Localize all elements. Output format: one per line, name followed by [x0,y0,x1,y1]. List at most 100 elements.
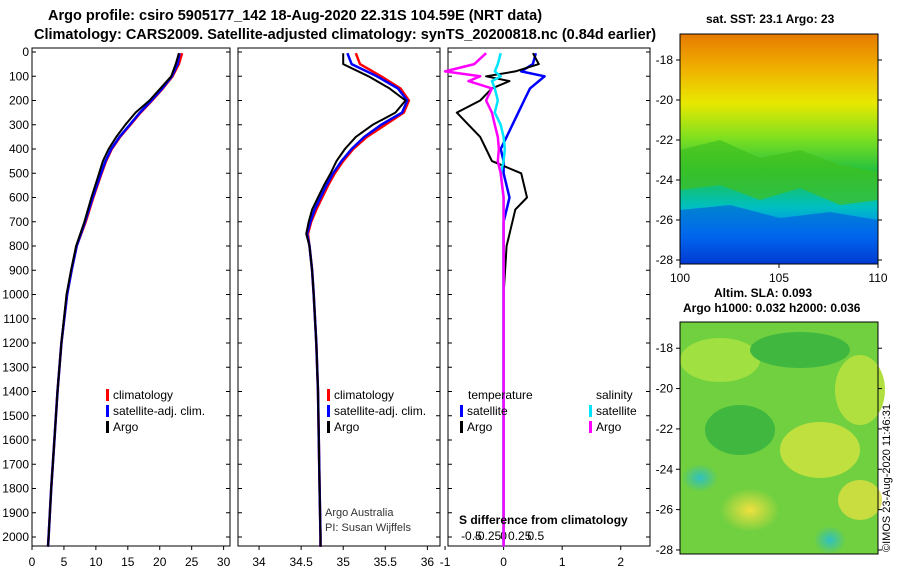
depth-tick-label: 800 [9,239,29,253]
sla-blob [680,338,760,382]
legend-argo: Argo [113,420,139,434]
header-title-line1: Argo profile: csiro 5905177_142 18-Aug-2… [48,8,543,24]
legend-swatch-argo [106,421,109,433]
series-line-argo [47,52,180,547]
x-tick-label: -1 [440,555,451,569]
lat-tick-label: -20 [656,93,674,107]
sst-green-band [680,140,878,205]
depth-tick-label: 1100 [3,312,29,326]
lat-tick-label: -22 [656,422,674,436]
lat-tick-label: -24 [656,173,674,187]
depth-axis: 0 100 200 300 400 500 600 700 800 900 1000 1100 1200… [2,45,650,544]
salinity-legend: climatology satellite-adj. clim. Argo Ar… [325,388,426,534]
x-tick-label: 25 [185,555,199,569]
legend-sal-satellite: satellite [596,404,637,418]
legend-salinity: salinity [596,388,633,402]
lat-tick-label: -22 [656,133,674,147]
sla-blob [838,480,882,520]
legend-climatology: climatology [113,388,173,402]
header-title-line2: Climatology: CARS2009. Satellite-adjuste… [34,27,657,43]
x-tick-label: 34.5 [289,555,313,569]
depth-tick-label: 1300 [2,360,29,374]
s-difference-label: S difference from climatology [459,513,628,527]
legend-sal-argo: Argo [596,420,622,434]
lat-tick-label: -26 [656,213,674,227]
sla-blob [720,488,780,532]
x-tick-label: 35 [337,555,351,569]
depth-tick-label: 1200 [2,336,29,350]
sla-blob [750,332,850,368]
x-tick-label: 30 [217,555,231,569]
x-tick-label: 0 [29,555,36,569]
series-line-satellite-adj-clim- [46,52,181,547]
x-top-tick-label: -0.5 [461,529,482,543]
legend-swatch-temp-argo [460,421,463,433]
lon-tick-label: 100 [670,271,690,285]
x-tick-label: 10 [89,555,103,569]
sst-map-axes: -18 -20 -22 -24 -26 -28 100 105 110 [656,53,888,285]
lon-tick-label: 105 [769,271,789,285]
legend-argo: Argo [334,420,360,434]
sst-title: sat. SST: 23.1 Argo: 23 [706,12,835,26]
x-tick-label: 5 [61,555,68,569]
salinity-panel [237,47,441,547]
sla-blob [705,405,775,455]
depth-tick-label: 1400 [2,385,29,399]
credit-line1: Argo Australia [325,507,394,519]
lat-tick-label: -24 [656,462,674,476]
credit-line2: PI: Susan Wijffels [325,522,411,534]
altimetry-map-frame [679,321,879,555]
x-top-tick-label: 0.25 [508,529,532,543]
altimetry-map [679,321,885,555]
depth-tick-label: 500 [9,166,29,180]
series-line-satellite-adj-clim- [305,52,409,547]
temperature-panel [31,47,231,547]
x-tick-label: 34 [252,555,266,569]
x-tick-label: 20 [153,555,167,569]
imos-timestamp: ©IMOS 23-Aug-2020 11:46:31 [881,404,893,552]
salinity-plot: 34 34.5 35 35.5 36 [252,52,434,569]
lat-tick-label: -28 [656,543,674,557]
difference-panel [447,47,651,547]
lat-tick-label: -28 [656,253,674,267]
lat-tick-label: -18 [656,341,674,355]
x-tick-label: 15 [121,555,135,569]
depth-tick-label: 700 [9,215,29,229]
depth-tick-label: 1000 [2,288,29,302]
legend-swatch-satellite [106,405,109,417]
sla-blob [814,526,846,554]
series-line-argo [305,53,407,547]
legend-swatch-satellite [327,405,330,417]
series-line-climatology [46,52,184,547]
sla-blob [780,422,860,478]
legend-temperature: temperature [468,388,533,402]
temperature-legend: climatology satellite-adj. clim. Argo [106,388,205,434]
legend-swatch-sal-argo [589,421,592,433]
depth-tick-label: 1600 [2,433,29,447]
depth-tick-label: 1800 [2,482,29,496]
x-top-tick-label: -0.25 [474,529,502,543]
sst-map [679,33,879,265]
sla-blob [682,464,718,492]
legend-swatch-temp-satellite [460,405,463,417]
depth-tick-label: 300 [9,118,29,132]
depth-tick-label: 400 [9,142,29,156]
lat-tick-label: -20 [656,382,674,396]
temperature-plot: 0 5 10 15 20 25 30 [29,52,231,569]
lat-tick-label: -18 [656,53,674,67]
sst-blue-band [680,205,878,264]
depth-tick-label: 1700 [2,457,29,471]
x-tick-label: 2 [617,555,624,569]
series-line-temperature-argo [455,52,540,547]
legend-swatch-climatology [327,389,330,401]
depth-tick-label: 100 [9,69,29,83]
legend-satellite-adj: satellite-adj. clim. [113,404,205,418]
argo-height-values: Argo h1000: 0.032 h2000: 0.036 [683,301,861,315]
lon-tick-label: 110 [868,271,887,285]
depth-tick-label: 1900 [2,506,29,520]
depth-tick-label: 200 [9,94,29,108]
difference-legend: temperature salinity satellite Argo sate… [459,388,637,527]
legend-swatch-climatology [106,389,109,401]
depth-tick-label: 0 [22,45,29,59]
